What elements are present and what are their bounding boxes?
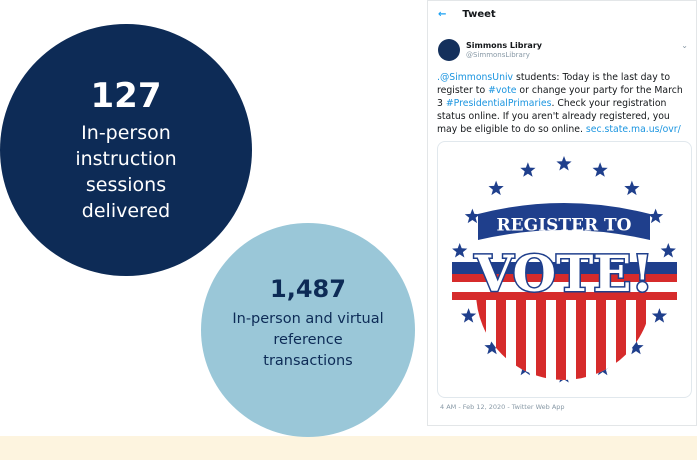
star [464, 208, 480, 224]
stripe [496, 292, 506, 380]
tweet-footer: 4 AM - Feb 12, 2020 - Twitter Web App [440, 403, 565, 411]
star [488, 180, 504, 196]
stripe [556, 292, 566, 380]
red-band [452, 292, 677, 300]
tweet-text: .@SimmonsUniv students: Today is the las… [437, 71, 689, 136]
tweet-card: ← Tweet Simmons Library @SimmonsLibrary ⌄… [427, 0, 697, 426]
banner-text: REGISTER TO [497, 216, 632, 236]
stat-circle: 1,487 In-person and virtual reference tr… [201, 223, 415, 437]
star [556, 156, 572, 171]
star [660, 243, 676, 258]
stripe [636, 292, 646, 380]
stat-number: 1,487 [270, 274, 346, 303]
big-text: VOTE! [474, 244, 654, 303]
tweet-link[interactable]: #PresidentialPrimaries [445, 98, 552, 109]
red-band [452, 274, 677, 282]
stat-circle: 127 In-person instruction sessions deliv… [0, 24, 252, 276]
star [651, 308, 668, 323]
vote-graphic: REGISTER TO VOTE! [452, 156, 677, 383]
stripe [616, 292, 626, 380]
tweet-text-segment: or change your party for the March 3 [437, 85, 683, 109]
stripe [596, 292, 606, 380]
banner [478, 203, 650, 240]
tweet-link[interactable]: #vote [488, 85, 517, 96]
star [648, 208, 664, 224]
stripe [576, 292, 586, 380]
author-handle[interactable]: @SimmonsLibrary [466, 51, 530, 59]
star [452, 243, 468, 258]
menu-chevron[interactable]: ⌄ [681, 41, 688, 50]
tweet-text-segment: students: Today is the last day to regis… [437, 72, 671, 96]
star [592, 162, 608, 177]
header-title: Tweet [462, 9, 496, 20]
star [624, 180, 640, 196]
stripe [536, 292, 546, 380]
tweet-header: ← Tweet [438, 9, 496, 20]
white-band [452, 282, 677, 292]
star [628, 339, 644, 355]
star [460, 308, 477, 323]
tweet-text-segment: . Check your registration status online.… [437, 98, 670, 135]
star [484, 339, 500, 355]
tweet-link[interactable]: sec.state.ma.us/ovr/ [585, 124, 681, 135]
stat-number: 127 [90, 76, 162, 116]
stat-label: In-person and virtual reference transact… [232, 310, 384, 369]
avatar[interactable] [438, 39, 460, 61]
stripe [476, 292, 486, 380]
author-name[interactable]: Simmons Library [466, 41, 542, 50]
stat-label: In-person instruction sessions delivered [75, 122, 177, 222]
star [520, 162, 536, 177]
tweet-link[interactable]: .@SimmonsUniv [437, 72, 514, 83]
stripe [516, 292, 526, 380]
tweet-image[interactable]: REGISTER TO VOTE! [437, 141, 692, 398]
footer-strip [0, 436, 697, 460]
blue-band [452, 262, 677, 274]
back-arrow[interactable]: ← [438, 9, 447, 20]
